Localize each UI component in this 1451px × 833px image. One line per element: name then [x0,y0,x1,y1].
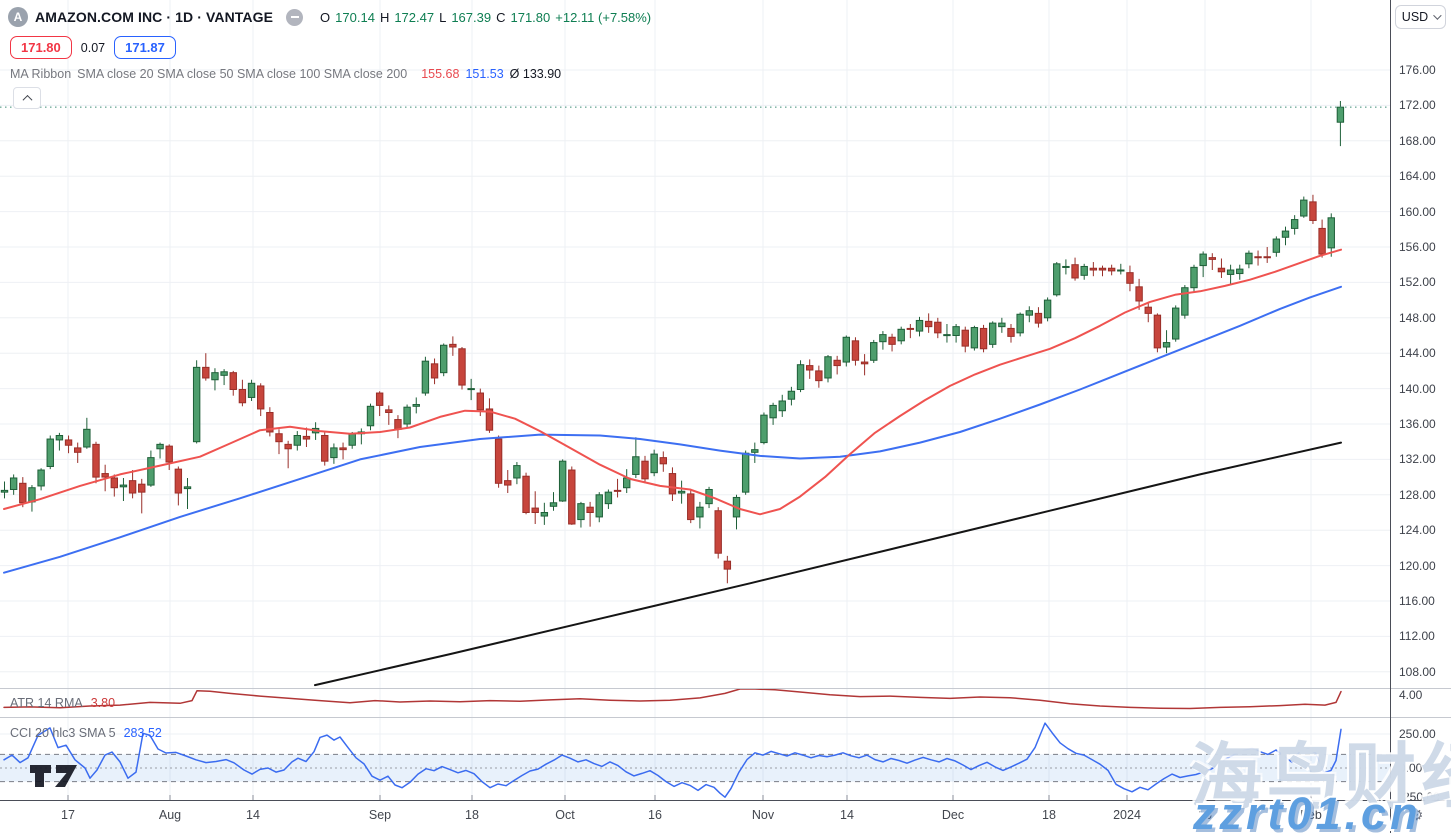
atr-line [3,688,1342,710]
price-axis-label: 160.00 [1399,204,1436,219]
currency-label: USD [1401,10,1429,24]
price-axis-label: 116.00 [1399,594,1435,608]
open-value: 170.14 [335,9,375,25]
open-label: O [320,9,331,25]
high-label: H [379,9,390,25]
sell-price-button[interactable]: 171.80 [10,36,72,59]
price-axis-label: 168.00 [1399,133,1436,148]
time-axis-label: 18 [465,808,479,822]
price-axis-label: 172.00 [1399,98,1436,113]
price-axis-label: -250.00 [1399,790,1440,804]
atr-legend[interactable]: ATR 14 RMA 3.80 [10,696,115,710]
time-axis-label: 16 [648,808,662,822]
sma20-line [3,248,1342,516]
time-axis-label: 16 [1198,808,1212,822]
price-axis-label: 250.00 [1399,727,1436,741]
market-status-icon[interactable] [286,8,304,26]
price-axis-label: 136.00 [1399,417,1436,431]
collapse-legend-button[interactable] [13,87,41,109]
time-axis-label: 14 [246,808,260,822]
price-axis-label: 164.00 [1399,169,1436,184]
ohlc-values: O 170.14 H 172.47 L 167.39 C 171.80 +12.11 (… [320,10,651,25]
time-axis-label: Feb [1300,808,1322,822]
gear-icon[interactable]: ⚙ [1410,807,1424,824]
price-axis-label: 140.00 [1399,381,1436,396]
high-value: 172.47 [394,9,435,25]
change-value: +12.11 (+7.58%) [555,9,652,25]
sma200-value: Ø 133.90 [509,67,562,81]
price-axis-label: 176.00 [1399,63,1436,77]
candlestick-series [0,100,1345,584]
symbol-legend[interactable]: A AMAZON.COM INC · 1D · VANTAGE O 170.14 … [8,7,651,27]
price-axis-label: 156.00 [1399,240,1436,254]
sma200-line [314,441,1342,687]
cci-line [3,722,1342,798]
symbol-logo-icon: A [8,7,28,27]
ma-ribbon-legend[interactable]: MA Ribbon SMA close 20 SMA close 50 SMA … [10,67,561,81]
price-axis-label: 108.00 [1399,664,1436,679]
ma-ribbon-title: MA Ribbon [10,67,72,81]
cci-legend[interactable]: CCI 20 hlc3 SMA 5 283.52 [10,726,162,740]
price-axis-label: 132.00 [1399,452,1436,467]
tradingview-logo-icon[interactable] [28,763,86,789]
atr-value: 3.80 [90,696,116,710]
price-axis-label: 120.00 [1399,558,1436,573]
time-axis-label: 2024 [1113,808,1141,822]
buy-price-button[interactable]: 171.87 [114,36,176,59]
time-axis-label: Oct [555,808,575,822]
price-axis-label: 0.00 [1399,761,1423,775]
price-axis-label: 112.00 [1399,629,1435,644]
low-label: L [439,9,447,25]
bid-ask-row: 171.80 0.07 171.87 [10,36,176,59]
time-axis-label: 18 [1042,808,1056,822]
ma-ribbon-params: SMA close 20 SMA close 50 SMA close 100 … [77,67,408,81]
price-axis-label: 4.00 [1399,688,1423,702]
sma50-line [3,285,1342,574]
cci-value: 283.52 [123,726,162,740]
time-axis-label: Sep [368,808,392,822]
chevron-up-icon [22,94,32,105]
close-value: 171.80 [510,9,551,25]
price-axis-label: 152.00 [1399,275,1436,290]
time-axis-label: Aug [158,808,182,822]
time-axis-label: 17 [61,808,75,822]
atr-title: ATR 14 RMA [10,696,83,710]
time-axis-label: Dec [941,808,965,822]
price-axis-label: 124.00 [1399,523,1436,538]
spread-value: 0.07 [80,40,106,55]
sma20-value: 155.68 [421,67,460,81]
price-axis-label: 144.00 [1399,346,1436,361]
sma50-value: 151.53 [465,67,504,81]
price-axis-label: 128.00 [1399,487,1436,502]
symbol-title[interactable]: AMAZON.COM INC · 1D · VANTAGE [35,9,274,25]
currency-selector[interactable]: USD [1395,5,1446,29]
time-axis-label: 14 [840,808,854,822]
chevron-down-icon [1433,11,1442,20]
price-axis-label: 148.00 [1399,310,1436,325]
close-label: C [496,9,506,25]
time-axis-label: Nov [751,808,775,822]
cci-title: CCI 20 hlc3 SMA 5 [10,726,116,740]
low-value: 167.39 [451,9,492,25]
